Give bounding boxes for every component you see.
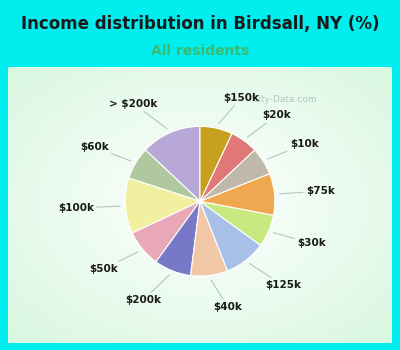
Text: $10k: $10k — [268, 139, 318, 159]
Text: $30k: $30k — [274, 233, 326, 248]
Text: $150k: $150k — [219, 92, 259, 124]
Text: $100k: $100k — [58, 203, 120, 213]
Wedge shape — [132, 201, 200, 262]
Wedge shape — [200, 201, 274, 245]
Text: $60k: $60k — [80, 142, 131, 161]
Text: > $200k: > $200k — [110, 99, 167, 129]
Text: $125k: $125k — [250, 264, 301, 290]
Text: $200k: $200k — [125, 275, 170, 305]
Wedge shape — [129, 150, 200, 201]
Wedge shape — [200, 126, 232, 201]
Wedge shape — [146, 126, 200, 201]
Text: $40k: $40k — [211, 280, 242, 312]
Wedge shape — [200, 133, 254, 201]
Wedge shape — [125, 178, 200, 233]
Text: $20k: $20k — [248, 110, 291, 137]
Wedge shape — [200, 174, 275, 215]
Wedge shape — [156, 201, 200, 275]
Wedge shape — [191, 201, 228, 276]
Wedge shape — [200, 150, 270, 201]
Wedge shape — [200, 201, 260, 271]
Text: Income distribution in Birdsall, NY (%): Income distribution in Birdsall, NY (%) — [21, 15, 379, 34]
Text: City-Data.com: City-Data.com — [252, 95, 317, 104]
Text: $50k: $50k — [89, 252, 138, 274]
Text: All residents: All residents — [151, 44, 249, 58]
Text: $75k: $75k — [280, 186, 335, 196]
